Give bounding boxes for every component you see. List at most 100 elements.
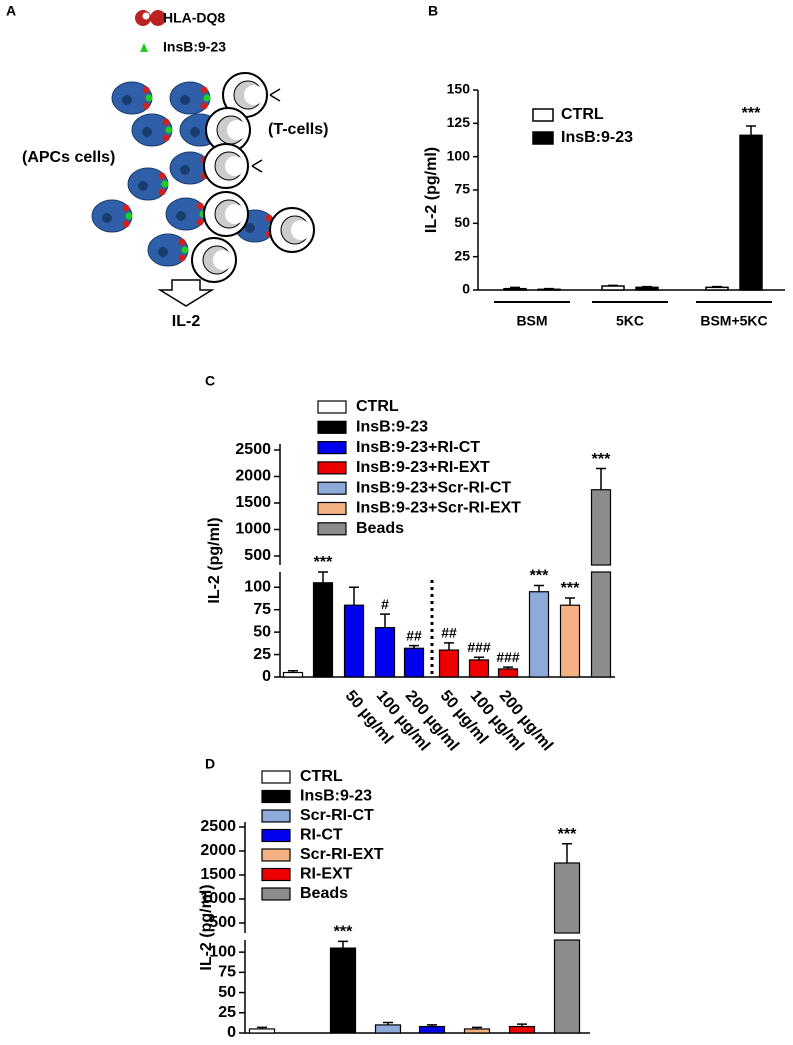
bar bbox=[601, 285, 625, 291]
mhc-dot bbox=[181, 246, 189, 254]
legend-label: RI-EXT bbox=[300, 866, 353, 883]
legend-label: InsB:9-23 bbox=[163, 39, 226, 55]
y-axis-label: IL-2 (pg/ml) bbox=[198, 884, 215, 970]
bar bbox=[528, 591, 550, 678]
error-bar bbox=[596, 467, 606, 490]
legend-label: Scr-RI-EXT bbox=[300, 846, 384, 863]
bar bbox=[374, 1024, 402, 1034]
mhc-dot bbox=[165, 126, 173, 134]
diagram-label: IL-2 bbox=[172, 313, 201, 330]
y-tick-label: 1500 bbox=[200, 866, 236, 883]
bar bbox=[463, 1028, 491, 1034]
mhc-dot bbox=[142, 102, 150, 110]
error-bar bbox=[565, 597, 575, 606]
x-tick-label: BSM+5KC bbox=[700, 313, 767, 329]
mhc-dot bbox=[161, 180, 169, 188]
t-nucleus-cut bbox=[291, 220, 311, 240]
annotation: *** bbox=[558, 826, 577, 843]
error-bar bbox=[338, 940, 348, 949]
mhc-dot bbox=[200, 102, 208, 110]
bar bbox=[537, 288, 561, 291]
diagram-label: (APCs cells) bbox=[22, 149, 115, 166]
y-tick-label: 0 bbox=[262, 668, 271, 685]
y-tick-label: 2000 bbox=[200, 842, 236, 859]
y-axis-label: IL-2 (pg/ml) bbox=[423, 147, 440, 233]
x-tick-label: BSM bbox=[516, 313, 547, 329]
apc-nucleus bbox=[180, 165, 190, 175]
y-tick-label: 50 bbox=[218, 984, 236, 1001]
y-tick-label: 25 bbox=[454, 247, 470, 263]
annotation: ### bbox=[467, 639, 491, 655]
error-bar bbox=[427, 1024, 437, 1027]
legend-swatch bbox=[261, 887, 291, 901]
legend-swatch bbox=[317, 441, 347, 455]
legend-label: RI-CT bbox=[300, 827, 343, 844]
y-tick-label: 100 bbox=[447, 147, 471, 163]
mhc-dot bbox=[162, 118, 170, 126]
y-tick-label: 100 bbox=[244, 578, 271, 595]
legend-swatch bbox=[317, 501, 347, 516]
y-tick-label: 0 bbox=[227, 1024, 236, 1041]
legend-swatch bbox=[261, 867, 291, 882]
error-bar bbox=[712, 285, 722, 288]
bar bbox=[468, 659, 490, 678]
y-tick-label: 2500 bbox=[235, 441, 271, 458]
bar bbox=[553, 939, 581, 1034]
annotation: # bbox=[381, 596, 389, 612]
apc-nucleus bbox=[138, 181, 148, 191]
apc-nucleus bbox=[158, 247, 168, 257]
bar bbox=[590, 571, 612, 678]
legend-swatch bbox=[532, 131, 554, 145]
error-bar bbox=[380, 613, 390, 628]
error-bar bbox=[383, 1021, 393, 1025]
bar bbox=[248, 1028, 276, 1034]
error-bar bbox=[257, 1026, 267, 1029]
error-bar bbox=[409, 644, 419, 649]
bar bbox=[497, 668, 519, 678]
x-tick-label: 5KC bbox=[616, 313, 644, 329]
mhc-dot bbox=[122, 204, 130, 212]
bar bbox=[635, 286, 659, 291]
error-bar bbox=[349, 586, 359, 606]
y-axis-label: IL-2 (pg/ml) bbox=[206, 517, 223, 603]
apc-nucleus bbox=[190, 127, 200, 137]
t-nucleus-cut bbox=[244, 85, 264, 105]
y-tick-label: 75 bbox=[253, 601, 271, 618]
apc-nucleus bbox=[122, 95, 132, 105]
error-bar bbox=[534, 584, 544, 592]
error-bar bbox=[544, 287, 554, 290]
mhc-dot bbox=[158, 172, 166, 180]
legend-label: HLA-DQ8 bbox=[163, 10, 225, 26]
legend-swatch bbox=[261, 828, 291, 843]
y-tick-label: 125 bbox=[447, 114, 471, 130]
y-tick-label: 2500 bbox=[200, 818, 236, 835]
bar bbox=[403, 647, 425, 678]
tcr bbox=[269, 88, 281, 102]
y-tick-label: 2000 bbox=[235, 468, 271, 485]
bar bbox=[312, 582, 334, 678]
legend-label: CTRL bbox=[300, 768, 343, 785]
error-bar bbox=[472, 1026, 482, 1029]
error-bar bbox=[288, 669, 298, 673]
legend-swatch bbox=[532, 108, 554, 122]
legend-label: Beads bbox=[356, 520, 404, 537]
mhc-dot bbox=[145, 94, 153, 102]
y-tick-label: 1500 bbox=[235, 494, 271, 511]
mhc-dot bbox=[158, 188, 166, 196]
bar bbox=[559, 604, 581, 678]
mhc-dot bbox=[203, 94, 211, 102]
mhc-dot bbox=[122, 220, 130, 228]
annotation: ## bbox=[406, 627, 422, 643]
panel-label: D bbox=[205, 756, 215, 772]
apc-nucleus bbox=[102, 213, 112, 223]
bar bbox=[705, 286, 729, 291]
mhc-dot bbox=[196, 218, 204, 226]
bar bbox=[282, 671, 304, 678]
error-bar bbox=[318, 571, 328, 583]
cells bbox=[91, 72, 315, 283]
insb-icon bbox=[140, 43, 148, 52]
mhc-dot bbox=[125, 212, 133, 220]
bar bbox=[508, 1025, 536, 1034]
legend-label: InsB:9-23+Scr-RI-CT bbox=[356, 479, 511, 496]
